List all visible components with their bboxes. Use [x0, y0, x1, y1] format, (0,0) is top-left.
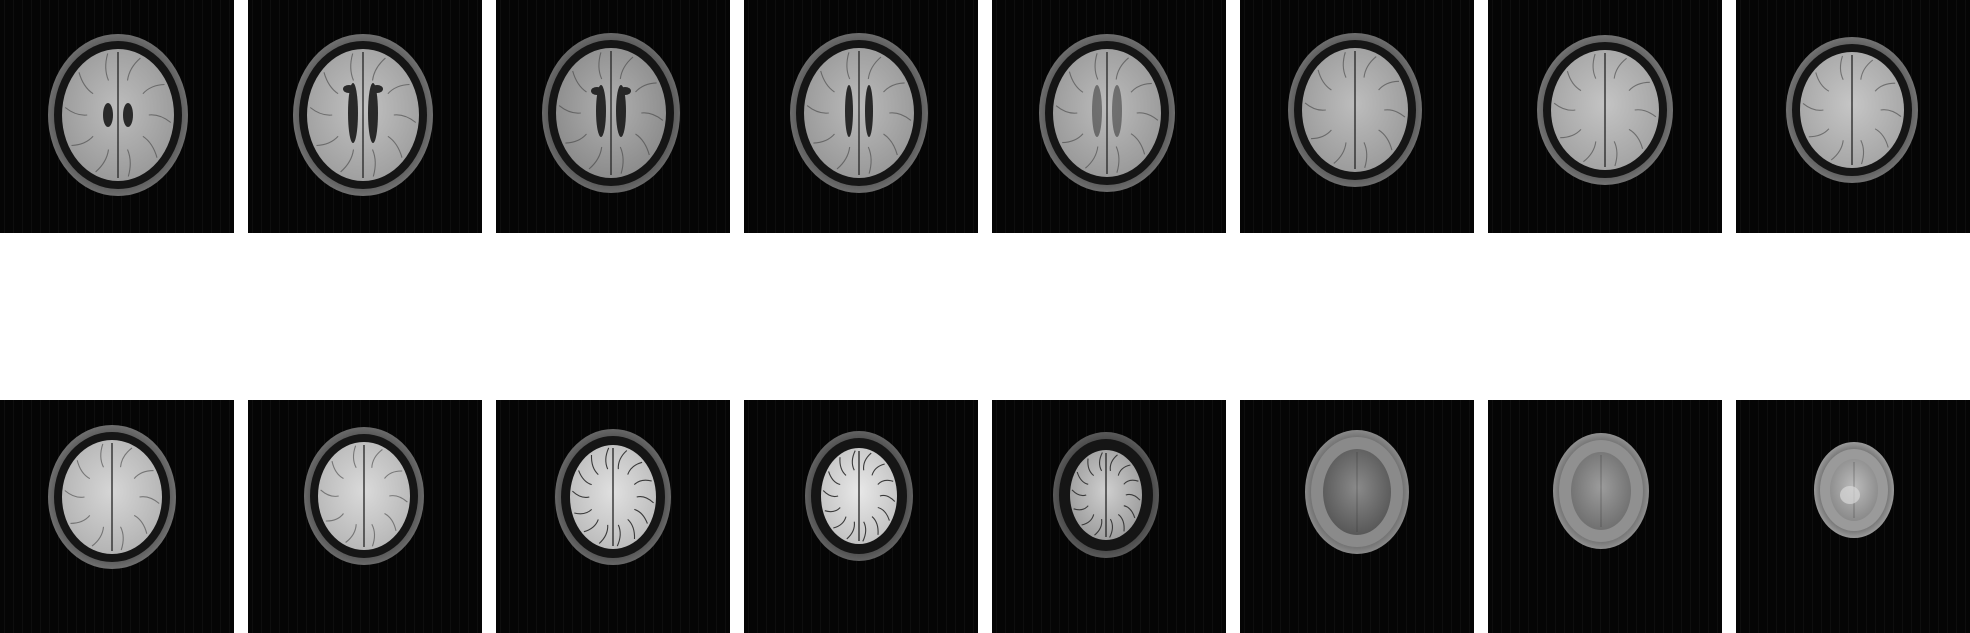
- axial-mri-image: [252, 400, 478, 633]
- mri-slice-14: [1240, 400, 1474, 633]
- mri-slice-11: [496, 400, 730, 633]
- mri-slice-9: [0, 400, 234, 633]
- mri-slice-13: [992, 400, 1226, 633]
- lateral-ventricles: [103, 103, 133, 127]
- mri-slice-10: [248, 400, 482, 633]
- axial-mri-image: [1492, 0, 1718, 233]
- mri-slice-5: [992, 0, 1226, 233]
- mri-slice-4: [744, 0, 978, 233]
- axial-mri-image: [1740, 0, 1966, 233]
- axial-mri-image: [1492, 400, 1718, 633]
- cortical-sulci: [558, 52, 664, 174]
- axial-mri-image: [748, 0, 974, 233]
- cortical-sulci: [1553, 53, 1657, 167]
- lateral-ventricles: [343, 83, 383, 143]
- axial-mri-image: [996, 0, 1222, 233]
- lateral-ventricles: [1092, 85, 1122, 137]
- mri-slice-7: [1488, 0, 1722, 233]
- brain-parenchyma: [1323, 449, 1391, 535]
- cortical-sulci: [1055, 53, 1159, 173]
- cortical-sulci: [1304, 52, 1406, 168]
- cortical-sulci: [822, 450, 896, 542]
- cortical-sulci: [320, 445, 408, 547]
- cortical-sulci: [806, 52, 912, 174]
- cortical-sulci: [1802, 55, 1902, 165]
- axial-mri-image: [996, 400, 1222, 633]
- mri-slice-16: [1736, 400, 1970, 633]
- axial-mri-image: [748, 400, 974, 633]
- axial-mri-image: [4, 400, 230, 633]
- axial-mri-image: [500, 0, 726, 233]
- cortical-sulci: [309, 53, 417, 177]
- axial-mri-image: [500, 400, 726, 633]
- cortical-sulci: [572, 447, 654, 547]
- mri-slice-3: [496, 0, 730, 233]
- axial-mri-image: [4, 0, 230, 233]
- brain-parenchyma: [1571, 452, 1631, 530]
- mri-slice-2: [248, 0, 482, 233]
- cortical-sulci: [64, 53, 172, 177]
- axial-mri-image: [1244, 400, 1470, 633]
- axial-mri-image: [1244, 0, 1470, 233]
- axial-mri-image: [1740, 400, 1966, 633]
- mri-slice-1: [0, 0, 234, 233]
- cortical-sulci: [1071, 452, 1141, 538]
- mri-slice-6: [1240, 0, 1474, 233]
- lateral-ventricles: [845, 85, 873, 137]
- cortical-sulci: [64, 443, 160, 551]
- mri-slice-12: [744, 400, 978, 633]
- lateral-ventricles: [591, 85, 631, 137]
- axial-mri-image: [252, 0, 478, 233]
- mri-slice-15: [1488, 400, 1722, 633]
- mri-slice-8: [1736, 0, 1970, 233]
